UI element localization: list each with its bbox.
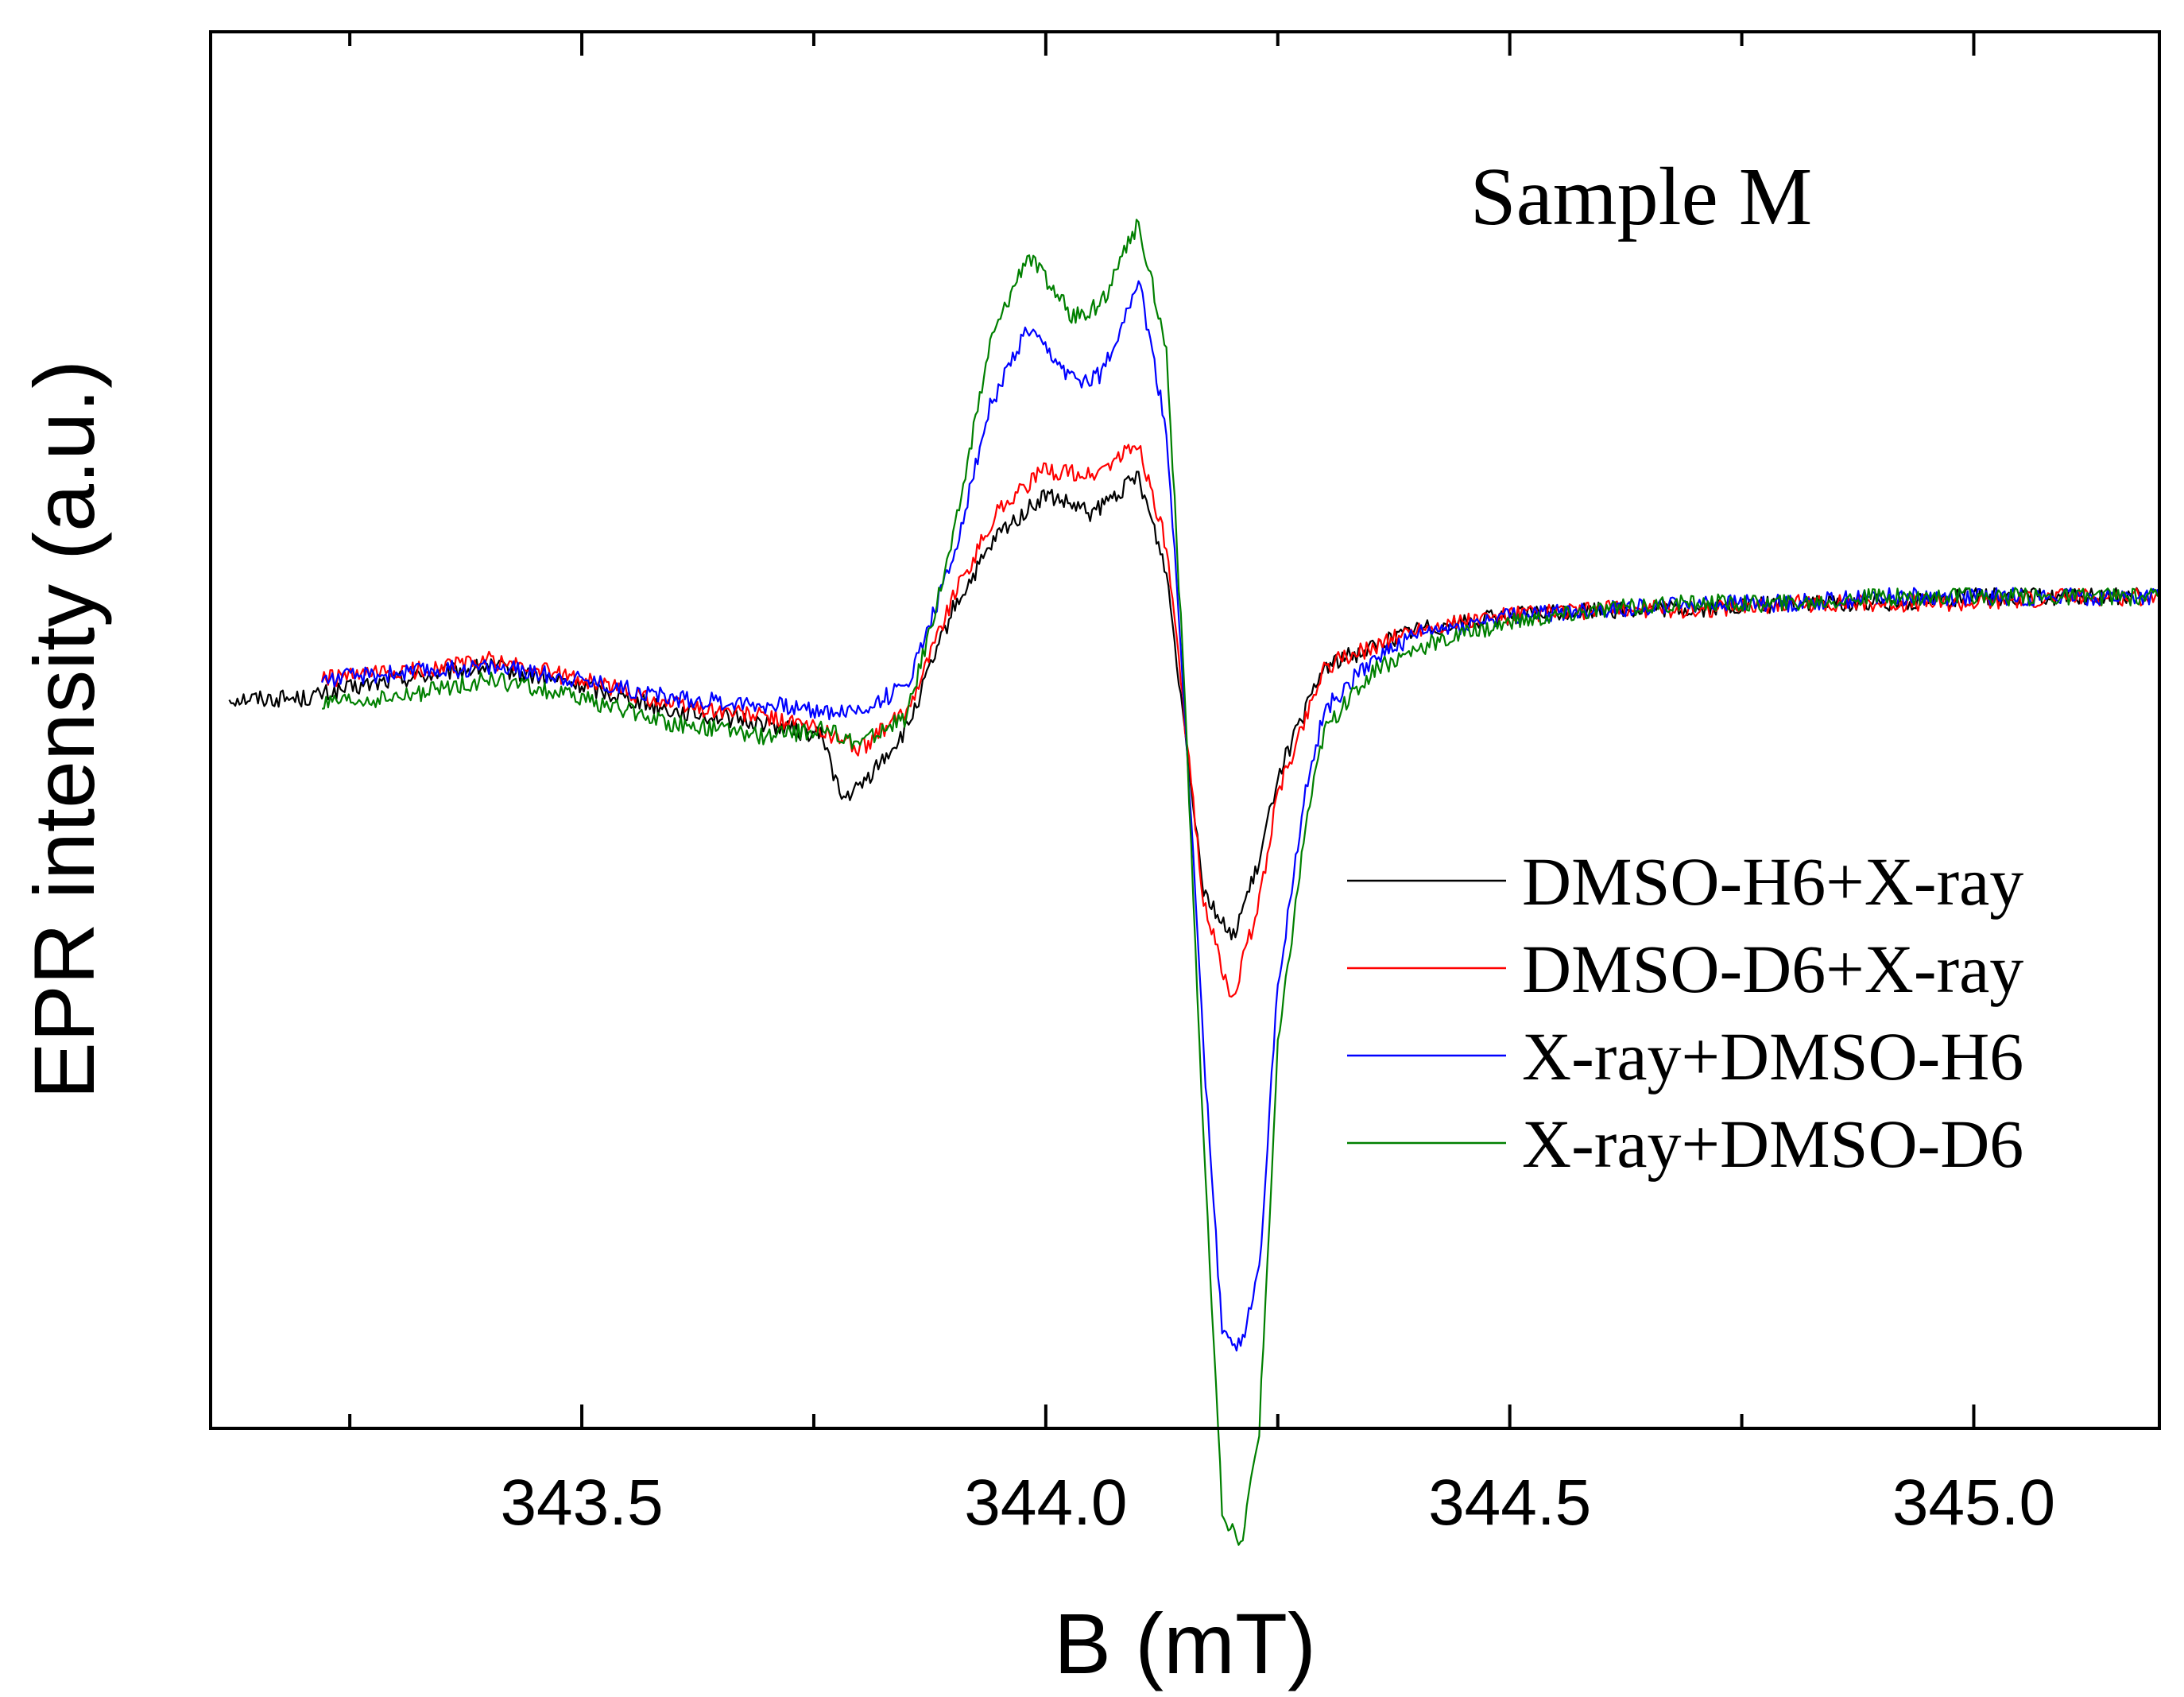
x-tick-label: 343.5 [500, 1466, 663, 1539]
x-tick-label: 345.0 [1892, 1466, 2055, 1539]
x-axis-ticks [348, 32, 1976, 1428]
series-line-3 [321, 280, 2161, 1352]
series-line-4 [321, 219, 2160, 1546]
series-layer [228, 219, 2161, 1546]
x-axis-label: B (mT) [1054, 1595, 1316, 1691]
legend-label-3: X-ray+DMSO-H6 [1522, 1018, 2023, 1095]
legend-label-2: DMSO-D6+X-ray [1522, 931, 2023, 1007]
x-tick-label: 344.5 [1428, 1466, 1591, 1539]
x-tick-label: 344.0 [964, 1466, 1127, 1539]
y-axis-label: EPR intensity (a.u.) [16, 360, 112, 1099]
x-axis-tick-labels: 343.5 344.0 344.5 345.0 [500, 1466, 2055, 1539]
chart-title: Sample M [1470, 151, 1812, 242]
legend-label-4: X-ray+DMSO-D6 [1522, 1106, 2023, 1182]
legend-label-1: DMSO-H6+X-ray [1522, 843, 2023, 920]
plot-frame [209, 30, 2161, 1430]
legend: DMSO-H6+X-ray DMSO-D6+X-ray X-ray+DMSO-H6 X… [1347, 843, 2023, 1182]
